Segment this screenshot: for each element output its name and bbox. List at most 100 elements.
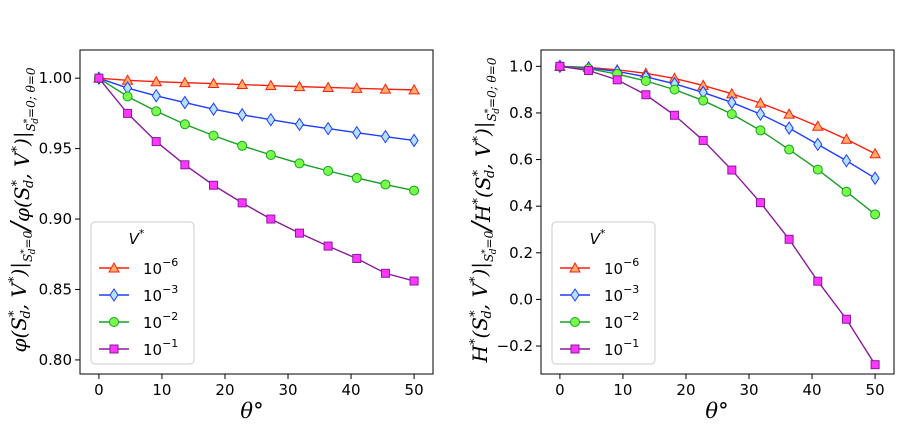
data-point: [641, 90, 651, 100]
x-tick-label: 20: [676, 381, 695, 399]
data-point: [179, 119, 190, 130]
y-axis-label: φ(S*d, V*)|S*d=0/φ(S*d, V*)|S*d=0; θ=0: [6, 67, 41, 352]
data-point: [237, 107, 247, 122]
data-point: [408, 83, 420, 95]
data-point: [264, 79, 277, 91]
data-point: [209, 180, 219, 190]
series-line: [98, 77, 415, 91]
x-tick-label: 0: [94, 381, 104, 399]
data-point: [612, 75, 622, 85]
x-tick-label: 0: [555, 381, 565, 399]
data-point: [380, 268, 390, 278]
data-point: [870, 171, 880, 186]
data-point: [726, 109, 737, 120]
legend-marker: [108, 261, 120, 273]
legend-label: 10−1: [143, 337, 178, 359]
data-point: [727, 165, 737, 175]
legend-marker: [569, 261, 581, 273]
data-point: [698, 95, 709, 106]
data-point: [294, 117, 305, 132]
data-point: [180, 95, 190, 110]
x-tick-label: 50: [866, 381, 885, 399]
data-point: [784, 121, 794, 135]
y-tick-label: 0.6: [509, 151, 533, 169]
data-point: [208, 130, 219, 141]
data-point: [237, 140, 248, 151]
data-point: [409, 276, 419, 286]
data-point: [754, 97, 767, 108]
data-point: [322, 81, 334, 92]
data-point: [150, 75, 163, 87]
data-point: [236, 78, 249, 90]
data-point: [783, 108, 795, 119]
data-point: [208, 102, 219, 117]
y-tick-label: 0.8: [509, 104, 533, 122]
data-point: [409, 133, 419, 148]
data-point: [870, 209, 881, 220]
data-point: [179, 76, 191, 88]
data-point: [869, 147, 881, 159]
y-axis-label: H*(S*d, V*)|S*d=0/H*(S*d, V*)|S*d=0; θ=0: [467, 57, 502, 363]
legend-marker: [570, 288, 580, 302]
data-point: [755, 125, 766, 136]
data-point: [841, 186, 852, 197]
y-tick-label: 0.0: [509, 290, 533, 308]
x-tick-label: 20: [215, 381, 234, 399]
legend-label: 10−6: [604, 256, 639, 278]
data-point: [151, 137, 161, 147]
legend-label: 10−1: [604, 337, 639, 359]
series-line: [559, 65, 876, 215]
data-point: [640, 76, 651, 87]
legend: V* 10−6 10−3 10−2 10−1: [551, 221, 656, 365]
legend-label: 10−3: [143, 283, 178, 305]
data-point: [784, 234, 794, 244]
x-tick-label: 40: [342, 381, 361, 399]
data-point: [409, 185, 420, 196]
x-axis-label: θ°: [705, 399, 728, 423]
data-point: [813, 137, 823, 152]
legend-label: 10−3: [604, 283, 639, 305]
data-point: [180, 160, 190, 170]
y-tick-label: 1.00: [39, 69, 72, 87]
chart-right: 0 10 20 30 40 50 −0.2 0.0 0.2 0.4 0.6 0.8 1.0 V* 10−6…: [467, 49, 895, 423]
legend-box: [551, 221, 656, 365]
data-point: [379, 83, 392, 94]
data-point: [350, 82, 363, 93]
data-point: [555, 61, 565, 71]
data-point: [265, 149, 276, 160]
data-point: [811, 120, 824, 131]
data-point: [94, 73, 104, 83]
data-point: [294, 158, 305, 169]
data-point: [237, 198, 247, 208]
x-axis-label: θ°: [240, 399, 263, 423]
data-point: [670, 110, 680, 120]
y-tick-label: 0.4: [509, 197, 533, 215]
legend-title: V*: [129, 227, 145, 248]
x-tick-label: 10: [613, 381, 632, 399]
y-tick-label: −0.2: [497, 337, 533, 355]
data-point: [207, 77, 220, 89]
series-line: [559, 65, 876, 179]
x-tick-label: 30: [739, 381, 758, 399]
data-point: [351, 172, 362, 183]
data-point: [698, 135, 708, 145]
series-line: [559, 65, 876, 366]
data-point: [380, 129, 391, 144]
data-point: [812, 164, 823, 175]
series-line: [559, 65, 876, 155]
plot-frame: [79, 49, 434, 375]
legend-box: [90, 221, 195, 365]
y-tick-label: 1.0: [509, 57, 533, 75]
y-tick-label: 0.95: [39, 140, 72, 158]
legend: V* 10−6 10−3 10−2 10−1: [90, 221, 195, 365]
data-point: [266, 112, 276, 127]
data-point: [727, 95, 737, 110]
data-point: [122, 91, 133, 102]
y-tick-label: 0.80: [39, 351, 72, 369]
x-tick-label: 10: [152, 381, 171, 399]
data-point: [323, 165, 334, 176]
data-point: [841, 314, 851, 324]
series-line: [98, 77, 415, 282]
data-point: [584, 66, 594, 76]
